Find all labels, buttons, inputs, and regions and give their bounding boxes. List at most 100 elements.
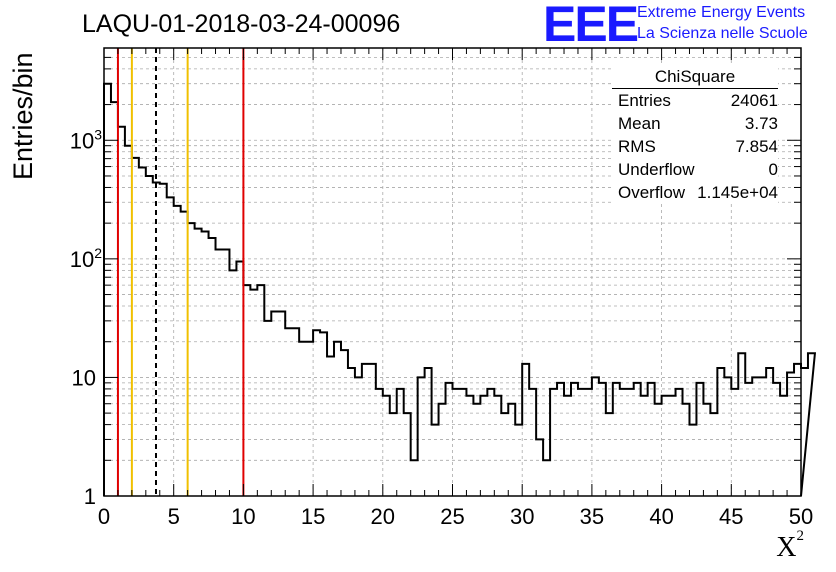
histogram-bin xyxy=(585,389,592,496)
y-tick-label: 102 xyxy=(70,245,102,272)
histogram-bin xyxy=(683,404,690,496)
histogram-bin xyxy=(508,404,515,496)
histogram-bin xyxy=(306,342,313,496)
x-axis-label-sup: 2 xyxy=(796,527,805,544)
histogram-bin xyxy=(257,285,264,496)
stats-label: Underflow xyxy=(618,160,695,179)
histogram-bin xyxy=(550,389,557,496)
histogram-bin xyxy=(453,389,460,496)
histogram-bin xyxy=(766,368,773,496)
histogram-bin xyxy=(376,389,383,496)
y-tick-label: 10 xyxy=(72,365,96,390)
x-tick-label: 50 xyxy=(789,504,813,529)
x-tick-label: 5 xyxy=(168,504,180,529)
x-axis-label: X2 xyxy=(776,528,804,564)
histogram-bin xyxy=(613,383,620,496)
histogram-bin xyxy=(216,249,223,496)
histogram-bin xyxy=(578,389,585,496)
histogram-bin xyxy=(620,389,627,496)
histogram-bin xyxy=(703,404,710,496)
stats-row: Entries 24061 xyxy=(612,89,778,112)
histogram-bin xyxy=(717,368,724,496)
stats-value: 24061 xyxy=(730,91,778,110)
histogram-bin xyxy=(243,285,250,496)
histogram-bin xyxy=(334,342,341,496)
histogram-bin xyxy=(494,396,501,496)
stats-label: Mean xyxy=(618,114,661,133)
histogram-bin xyxy=(264,321,271,496)
histogram-bin xyxy=(132,158,139,496)
histogram-bin xyxy=(522,364,529,496)
histogram-bin xyxy=(759,377,766,496)
histogram-bin xyxy=(167,197,174,496)
histogram-bin xyxy=(404,413,411,496)
histogram-bin xyxy=(292,328,299,496)
histogram-bin xyxy=(487,389,494,496)
x-tick-label: 20 xyxy=(371,504,395,529)
histogram-bin xyxy=(662,396,669,496)
histogram-bin xyxy=(188,223,195,496)
histogram-bin xyxy=(397,389,404,496)
histogram-bin xyxy=(641,396,648,496)
histogram-bin xyxy=(250,290,257,496)
histogram-bin xyxy=(627,389,634,496)
histogram-bin xyxy=(348,368,355,496)
histogram-bin xyxy=(362,364,369,496)
histogram-bin xyxy=(118,127,125,496)
stats-box: ChiSquare Entries 24061 Mean 3.73 RMS 7.854 Un… xyxy=(612,66,778,204)
histogram-bin xyxy=(724,377,731,496)
histogram-bin xyxy=(738,353,745,496)
histogram-bin xyxy=(313,330,320,496)
histogram-bin xyxy=(125,146,132,496)
x-tick-label: 10 xyxy=(231,504,255,529)
stats-rows: Entries 24061 Mean 3.73 RMS 7.854 Underflow 0 Ov… xyxy=(612,89,778,204)
histogram-outline xyxy=(103,82,817,497)
histogram-bin xyxy=(439,404,446,496)
stats-row: Overflow 1.145e+04 xyxy=(612,181,778,204)
histogram-bin xyxy=(676,389,683,496)
histogram-bin xyxy=(634,383,641,496)
histogram-bin xyxy=(320,332,327,496)
histogram-bin xyxy=(174,206,181,496)
x-axis-ticks: 0 5 10 15 20 25 30 35 40 45 50 xyxy=(98,48,813,529)
histogram-bin xyxy=(278,311,285,496)
stats-label: Entries xyxy=(618,91,671,110)
histogram-bin xyxy=(710,413,717,496)
y-tick-label: 1 xyxy=(84,484,96,509)
histogram-bin xyxy=(459,389,466,496)
histogram-bin xyxy=(446,383,453,496)
histogram-bin xyxy=(139,167,146,496)
histogram-bin xyxy=(271,311,278,496)
stats-row: Underflow 0 xyxy=(612,158,778,181)
histogram-bin xyxy=(160,184,167,496)
x-tick-label: 30 xyxy=(510,504,534,529)
x-tick-label: 25 xyxy=(440,504,464,529)
stats-title: ChiSquare xyxy=(612,66,778,89)
stats-value: 3.73 xyxy=(744,114,778,133)
histogram-bin xyxy=(411,460,418,496)
histogram-bin xyxy=(236,261,243,496)
histogram-bin xyxy=(285,328,292,496)
histogram-bin xyxy=(648,383,655,496)
x-tick-label: 15 xyxy=(301,504,325,529)
histogram-bin xyxy=(480,396,487,496)
histogram-bin xyxy=(181,212,188,496)
histogram-bin xyxy=(473,404,480,496)
marker-lines xyxy=(116,48,245,496)
histogram-bin xyxy=(787,373,794,496)
histogram-bin xyxy=(195,229,202,496)
histogram-bin xyxy=(808,353,815,496)
stats-value: 7.854 xyxy=(735,137,778,156)
histogram-bin xyxy=(536,439,543,496)
histogram-bin xyxy=(418,377,425,496)
histogram-bin xyxy=(780,396,787,496)
histogram-bin xyxy=(669,396,676,496)
histogram-bin xyxy=(327,357,334,496)
histogram-bin xyxy=(794,364,801,496)
histogram-bin xyxy=(111,102,118,496)
histogram-bin xyxy=(222,249,229,496)
x-tick-label: 35 xyxy=(580,504,604,529)
histogram-bin xyxy=(209,238,216,496)
histogram-bin xyxy=(466,396,473,496)
